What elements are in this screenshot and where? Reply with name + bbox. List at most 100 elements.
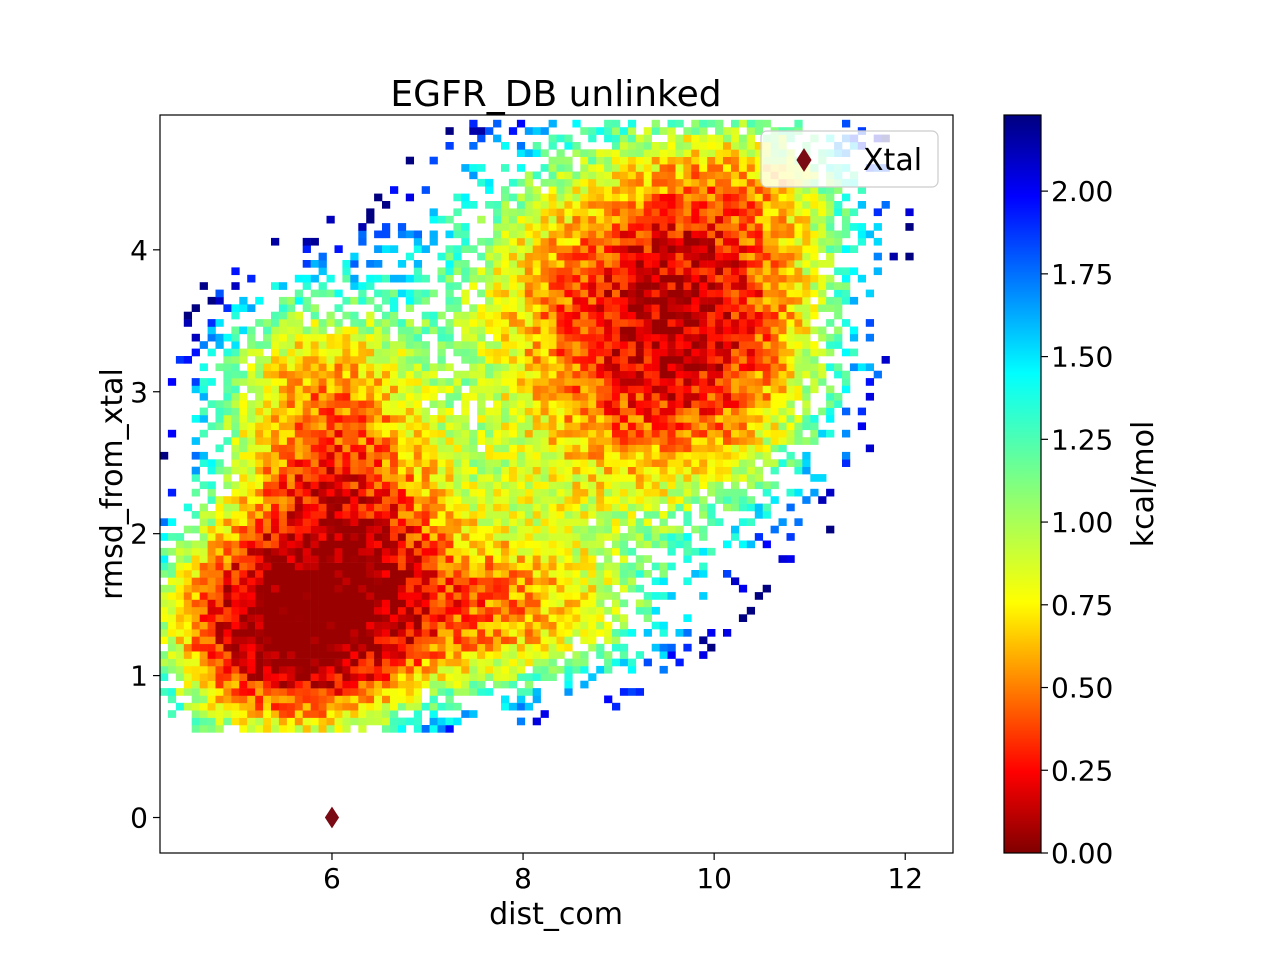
heatmap-cell <box>580 555 589 563</box>
heatmap-cell <box>191 562 200 571</box>
heatmap-cell <box>691 488 700 497</box>
heatmap-cell <box>302 525 311 534</box>
heatmap-cell <box>635 237 645 246</box>
heatmap-cell <box>421 385 430 394</box>
heatmap-cell <box>374 673 383 681</box>
heatmap-cell <box>358 407 367 416</box>
heatmap-cell <box>413 245 423 253</box>
heatmap-cell <box>318 688 327 696</box>
heatmap-cell <box>453 378 462 386</box>
heatmap-cell <box>421 311 430 320</box>
heatmap-cell <box>358 230 367 239</box>
heatmap-cell <box>191 577 200 586</box>
heatmap-cell <box>453 606 462 615</box>
heatmap-cell <box>572 658 581 667</box>
heatmap-cell <box>532 230 541 239</box>
heatmap-cell <box>334 651 343 659</box>
heatmap-cell <box>524 356 534 364</box>
heatmap-cell <box>302 296 311 305</box>
heatmap-cell <box>501 577 510 586</box>
heatmap-cell <box>271 378 280 386</box>
heatmap-cell <box>294 511 304 519</box>
heatmap-cell <box>231 282 240 290</box>
heatmap-cell <box>683 223 692 231</box>
heatmap-cell <box>271 444 280 453</box>
heatmap-cell <box>405 392 415 401</box>
heatmap-cell <box>754 326 764 335</box>
heatmap-cell <box>731 525 740 534</box>
heatmap-cell <box>501 584 510 593</box>
heatmap-cell <box>548 348 557 357</box>
heatmap-cell <box>461 311 470 320</box>
heatmap-cell <box>437 540 446 549</box>
heatmap-cell <box>540 289 549 298</box>
heatmap-cell <box>358 673 367 681</box>
heatmap-cell <box>286 311 296 320</box>
heatmap-cell <box>437 274 446 283</box>
heatmap-cell <box>778 311 787 320</box>
heatmap-cell <box>397 562 407 571</box>
heatmap-cell <box>524 614 534 622</box>
heatmap-cell <box>413 621 423 630</box>
heatmap-cell <box>516 215 526 224</box>
heatmap-cell <box>619 415 629 423</box>
heatmap-cell <box>619 282 629 290</box>
heatmap-cell <box>667 171 676 180</box>
heatmap-cell <box>596 444 605 453</box>
heatmap-cell <box>762 333 771 342</box>
heatmap-cell <box>286 319 296 327</box>
heatmap-cell <box>175 614 185 622</box>
heatmap-cell <box>310 570 319 578</box>
heatmap-cell <box>675 193 684 202</box>
heatmap-cell <box>580 215 589 224</box>
heatmap-cell <box>810 341 819 349</box>
heatmap-cell <box>239 592 248 600</box>
heatmap-cell <box>643 356 652 364</box>
heatmap-cell <box>477 304 486 312</box>
heatmap-cell <box>746 474 756 482</box>
heatmap-cell <box>437 584 446 593</box>
heatmap-cell <box>429 547 438 556</box>
heatmap-cell <box>659 193 668 202</box>
heatmap-cell <box>746 356 756 364</box>
heatmap-cell <box>794 260 803 268</box>
heatmap-cell <box>445 665 454 674</box>
heatmap-cell <box>215 702 224 711</box>
heatmap-cell <box>588 230 597 239</box>
heatmap-cell <box>508 643 518 652</box>
heatmap-cell <box>508 466 518 475</box>
heatmap-cell <box>707 385 716 394</box>
heatmap-cell <box>366 629 375 637</box>
heatmap-cell <box>604 407 613 416</box>
heatmap-cell <box>508 577 518 586</box>
heatmap-cell <box>619 651 629 659</box>
heatmap-cell <box>350 252 359 261</box>
heatmap-cell <box>731 319 740 327</box>
heatmap-cell <box>754 193 764 202</box>
heatmap-cell <box>310 348 319 357</box>
heatmap-cell <box>342 296 351 305</box>
heatmap-cell <box>477 178 486 187</box>
heatmap-cell <box>485 577 494 586</box>
heatmap-cell <box>612 311 621 320</box>
heatmap-cell <box>453 429 462 438</box>
heatmap-cell <box>802 201 811 209</box>
heatmap-cell <box>564 370 573 379</box>
heatmap-cell <box>659 171 668 180</box>
heatmap-cell <box>857 422 867 431</box>
heatmap-cell <box>683 260 692 268</box>
heatmap-cell <box>612 606 621 615</box>
heatmap-cell <box>263 680 272 689</box>
heatmap-cell <box>485 451 494 460</box>
heatmap-cell <box>738 119 748 128</box>
heatmap-cell <box>397 319 407 327</box>
heatmap-cell <box>199 429 208 438</box>
heatmap-cell <box>255 688 264 696</box>
heatmap-cell <box>612 540 621 549</box>
heatmap-cell <box>699 119 708 128</box>
heatmap-cell <box>564 466 573 475</box>
heatmap-cell <box>604 562 613 571</box>
heatmap-cell <box>643 429 652 438</box>
heatmap-cell <box>167 651 177 659</box>
heatmap-cell <box>382 422 391 431</box>
